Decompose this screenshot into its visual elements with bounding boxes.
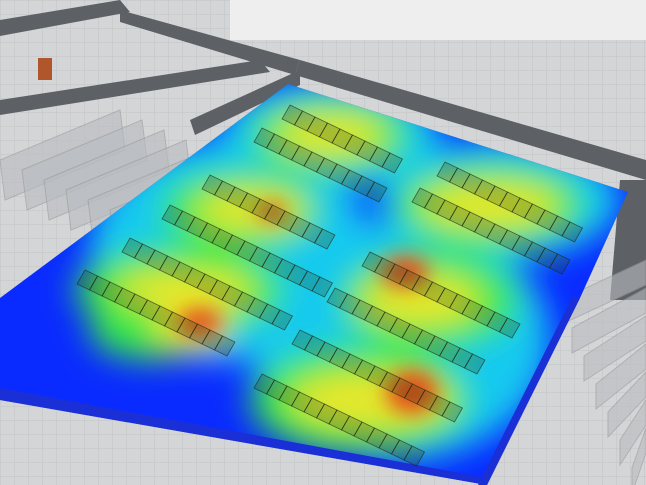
front-edge-wall <box>0 388 487 485</box>
rack-row <box>411 187 571 275</box>
rack-row <box>253 127 388 203</box>
rack-cabinet <box>403 445 426 467</box>
wall-segment <box>295 60 646 180</box>
rack-row <box>281 104 404 174</box>
rack-row <box>161 204 334 298</box>
rack-cabinet <box>313 228 336 250</box>
rack-row <box>121 237 294 331</box>
glass-rack-row <box>595 343 646 411</box>
rack-row <box>76 269 236 357</box>
rack-row <box>291 329 464 423</box>
heat-zone <box>115 270 255 310</box>
right-edge-wall <box>478 296 580 485</box>
rack-cabinet <box>365 181 388 203</box>
hot-spot <box>386 370 438 414</box>
hot-spot <box>178 308 222 336</box>
hot-spot <box>258 203 286 221</box>
door <box>38 58 52 80</box>
ceiling-area <box>230 0 646 40</box>
wall-segment <box>0 0 130 36</box>
rack-cabinet <box>498 317 521 339</box>
glass-rack-row <box>619 399 646 467</box>
rack-row <box>361 251 521 339</box>
rack-cabinet <box>548 253 571 275</box>
rack-row <box>253 373 426 467</box>
heat-zone <box>360 275 480 325</box>
glass-rack-row <box>583 315 646 382</box>
rack-cabinet <box>441 401 464 423</box>
glass-rack-row <box>607 371 646 439</box>
heat-zone <box>275 115 385 155</box>
rack-cabinet <box>311 276 334 298</box>
rack-rows <box>76 104 584 467</box>
wall-segment <box>190 70 300 135</box>
hot-spot <box>381 256 429 288</box>
wall-segment <box>120 10 300 75</box>
rack-row <box>326 287 486 375</box>
heat-zone <box>420 183 560 227</box>
rack-cabinet <box>271 309 294 331</box>
rack-cabinet <box>213 335 236 357</box>
rack-cabinet <box>463 353 486 375</box>
glass-rack-row <box>571 287 646 354</box>
rack-row <box>436 161 584 243</box>
rack-cabinet <box>381 152 404 174</box>
rack-cabinet <box>561 221 584 243</box>
rack-row <box>201 174 336 250</box>
wall-segment <box>0 60 270 115</box>
